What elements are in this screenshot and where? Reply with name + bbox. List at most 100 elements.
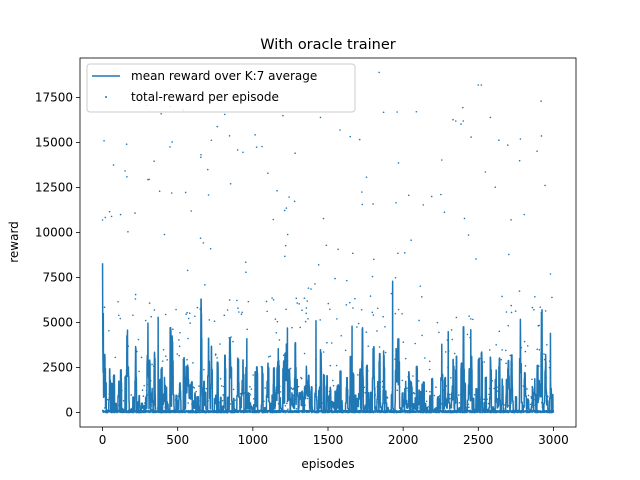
scatter-point [236,299,238,302]
scatter-point [386,397,389,399]
scatter-point [523,213,526,216]
scatter-point [304,387,307,389]
scatter-point [534,404,537,406]
scatter-point [261,145,263,148]
scatter-point [458,402,461,404]
scatter-point [166,359,168,361]
scatter-point [178,411,180,414]
scatter-point [378,346,381,348]
scatter-point [373,258,375,261]
scatter-point [407,376,409,378]
scatter-point [103,389,105,391]
scatter-point [117,314,120,317]
scatter-point [249,385,251,388]
scatter-point [417,407,419,409]
scatter-point [241,311,243,314]
scatter-point [369,295,372,297]
scatter-point [219,343,221,345]
scatter-point [205,401,207,403]
scatter-point [288,196,290,198]
scatter-point [524,365,527,367]
scatter-point [133,398,136,401]
scatter-point [442,389,445,392]
y-tick-label: 2500 [42,361,73,375]
scatter-point [122,400,125,402]
scatter-point [477,84,480,86]
scatter-point [126,343,129,345]
scatter-point [453,352,456,355]
scatter-point [134,298,137,300]
scatter-point [365,402,368,405]
scatter-point [277,402,280,405]
scatter-point [170,192,173,194]
scatter-point [333,401,336,404]
scatter-point [504,407,507,409]
scatter-point [468,315,470,317]
scatter-point [466,333,469,336]
scatter-point [172,328,174,331]
scatter-point [286,402,288,405]
scatter-point [274,393,276,395]
scatter-point [452,386,455,389]
scatter-point [270,408,272,411]
scatter-point [315,384,317,386]
scatter-point [160,113,162,115]
scatter-point [229,183,232,185]
scatter-point [276,189,278,192]
scatter-point [394,358,396,360]
scatter-point [415,408,418,410]
scatter-point [295,297,298,300]
scatter-point [298,303,300,305]
scatter-point [287,408,289,411]
scatter-point [361,389,364,392]
scatter-point [549,387,552,389]
scatter-point [477,374,480,377]
scatter-point [307,287,310,289]
scatter-point [254,134,256,136]
scatter-point [397,308,400,311]
scatter-point [286,233,289,236]
scatter-point [526,388,528,390]
scatter-point [361,203,364,206]
scatter-point [310,389,312,392]
scatter-point [419,396,421,398]
scatter-point [339,129,341,131]
scatter-point [409,380,412,383]
scatter-point [507,404,510,407]
x-tick-label: 2500 [463,433,494,447]
scatter-point [440,159,443,161]
scatter-point [216,125,219,128]
scatter-point [407,194,410,197]
scatter-point [428,360,431,363]
scatter-point [255,378,257,380]
scatter-point [153,309,156,311]
scatter-point [269,355,272,357]
scatter-point [272,298,275,301]
scatter-point [236,149,239,151]
scatter-point [276,320,279,323]
scatter-point [543,411,546,414]
scatter-point [532,403,535,405]
scatter-point [436,321,439,324]
scatter-point [357,322,360,325]
scatter-point [106,398,109,401]
scatter-point [277,372,279,375]
scatter-point [317,264,320,266]
scatter-point [328,390,331,393]
scatter-point [220,385,223,387]
scatter-point [187,317,190,320]
scatter-point [415,396,417,399]
scatter-point [465,406,468,409]
scatter-point [462,106,464,109]
scatter-point [291,326,293,329]
scatter-point [327,302,330,305]
scatter-point [291,399,294,402]
scatter-point [411,393,414,395]
scatter-point [422,204,425,206]
scatter-point [134,293,137,296]
scatter-point [217,401,220,404]
scatter-point [185,313,187,316]
scatter-point [358,138,361,141]
scatter-point [398,386,401,388]
scatter-point [359,384,361,387]
